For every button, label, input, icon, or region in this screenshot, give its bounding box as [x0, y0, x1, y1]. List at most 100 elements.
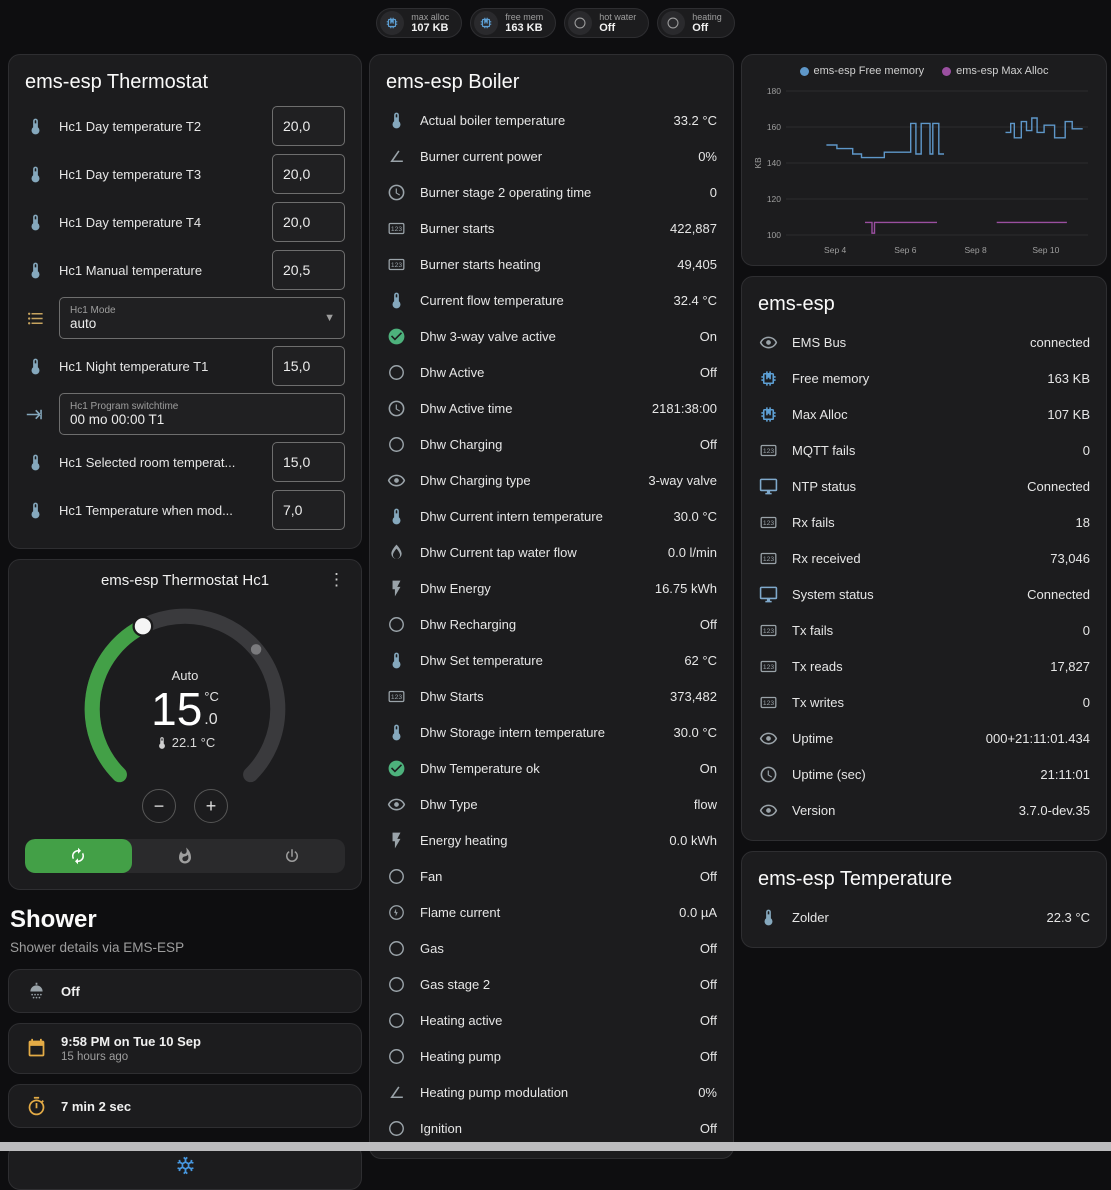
entity-row[interactable]: Dhw Temperature ok On: [386, 750, 717, 786]
ems-esp-card: ems-esp EMS Bus connected Free memory 16…: [741, 276, 1107, 841]
number-input[interactable]: 20,0: [272, 106, 345, 146]
boiler-card: ems-esp Boiler Actual boiler temperature…: [369, 54, 734, 1159]
entity-row[interactable]: Current flow temperature 32.4 °C: [386, 282, 717, 318]
entity-row[interactable]: Dhw Charging type 3-way valve: [386, 462, 717, 498]
entity-row[interactable]: Dhw Set temperature 62 °C: [386, 642, 717, 678]
entity-row[interactable]: NTP status Connected: [758, 468, 1090, 504]
badge[interactable]: heating Off: [657, 8, 735, 38]
number-input[interactable]: 20,0: [272, 202, 345, 242]
entity-row[interactable]: 123 Rx fails 18: [758, 504, 1090, 540]
entity-row[interactable]: Version 3.7.0-dev.35: [758, 792, 1090, 828]
entity-row[interactable]: Dhw Type flow: [386, 786, 717, 822]
history-chart[interactable]: 100 120 140 160 180 Sep 4 Sep 6 Sep 8 Sep 10 KB: [752, 79, 1096, 259]
entity-row[interactable]: System status Connected: [758, 576, 1090, 612]
entity-row[interactable]: Burner stage 2 operating time 0: [386, 174, 717, 210]
entity-row[interactable]: Energy heating 0.0 kWh: [386, 822, 717, 858]
entity-row[interactable]: Uptime (sec) 21:11:01: [758, 756, 1090, 792]
entity-row[interactable]: Heating pump Off: [386, 1038, 717, 1074]
thermostat-dial[interactable]: Auto 15 °C .0 22.1 °C: [69, 593, 301, 825]
program-switchtime-input[interactable]: Hc1 Program switchtime 00 mo 00:00 T1: [59, 393, 345, 435]
shower-duration-card[interactable]: 7 min 2 sec: [8, 1084, 362, 1128]
svg-text:Sep 8: Sep 8: [965, 245, 987, 255]
entity-row[interactable]: Burner current power 0%: [386, 138, 717, 174]
entity-row[interactable]: Gas Off: [386, 930, 717, 966]
badge[interactable]: free mem 163 KB: [470, 8, 557, 38]
mode-off-button[interactable]: [238, 839, 345, 873]
svg-text:123: 123: [762, 664, 773, 671]
entity-label: Gas: [420, 940, 444, 956]
mode-auto-button[interactable]: [25, 839, 132, 873]
entity-value: Off: [699, 364, 717, 380]
entity-row[interactable]: 123 Burner starts heating 49,405: [386, 246, 717, 282]
select-label: Hc1 Mode: [70, 305, 116, 316]
entity-row[interactable]: Max Alloc 107 KB: [758, 396, 1090, 432]
entity-row[interactable]: Dhw Active Off: [386, 354, 717, 390]
entity-label: Fan: [420, 868, 443, 884]
entity-row[interactable]: Dhw Charging Off: [386, 426, 717, 462]
decrease-temp-button[interactable]: −: [142, 789, 176, 823]
entity-row[interactable]: Dhw Recharging Off: [386, 606, 717, 642]
number-input[interactable]: 20,0: [272, 154, 345, 194]
legend-item[interactable]: ems-esp Max Alloc: [942, 65, 1048, 77]
entity-icon: [386, 542, 406, 562]
entity-icon: [386, 1082, 406, 1102]
entity-row[interactable]: Dhw Active time 2181:38:00: [386, 390, 717, 426]
entity-value: Off: [699, 1012, 717, 1028]
mode-select[interactable]: Hc1 Mode auto ▼: [59, 297, 345, 339]
entity-icon: 123: [758, 512, 778, 532]
entity-row[interactable]: Heating active Off: [386, 1002, 717, 1038]
number-input[interactable]: 15,0: [272, 442, 345, 482]
badge-icon: [568, 11, 593, 35]
entity-label: Dhw Type: [420, 796, 478, 812]
entity-icon: [386, 866, 406, 886]
select-value: auto: [70, 316, 97, 331]
entity-row[interactable]: Zolder 22.3 °C: [758, 899, 1090, 935]
entity-label: MQTT fails: [792, 442, 856, 458]
entity-row[interactable]: 123 MQTT fails 0: [758, 432, 1090, 468]
badge-label: free mem: [505, 11, 544, 22]
entity-row[interactable]: 123 Burner starts 422,887: [386, 210, 717, 246]
mode-heat-button[interactable]: [132, 839, 239, 873]
entity-row[interactable]: 123 Rx received 73,046: [758, 540, 1090, 576]
entity-row[interactable]: 123 Tx fails 0: [758, 612, 1090, 648]
shower-state-card[interactable]: Off: [8, 969, 362, 1013]
entity-row[interactable]: Dhw Energy 16.75 kWh: [386, 570, 717, 606]
entity-icon: [386, 362, 406, 382]
entity-row[interactable]: Heating pump modulation 0%: [386, 1074, 717, 1110]
entity-row[interactable]: Gas stage 2 Off: [386, 966, 717, 1002]
increase-temp-button[interactable]: +: [194, 789, 228, 823]
more-menu-icon[interactable]: ⋮: [328, 570, 345, 589]
entity-value: Off: [699, 940, 717, 956]
shower-last-card[interactable]: 9:58 PM on Tue 10 Sep 15 hours ago: [8, 1023, 362, 1074]
entity-row[interactable]: Dhw Current intern temperature 30.0 °C: [386, 498, 717, 534]
thermometer-icon: [25, 452, 45, 472]
current-temperature: 22.1 °C: [155, 735, 215, 750]
entity-row[interactable]: 123 Dhw Starts 373,482: [386, 678, 717, 714]
number-input[interactable]: 20,5: [272, 250, 345, 290]
entity-row[interactable]: EMS Bus connected: [758, 324, 1090, 360]
entity-row[interactable]: Ignition Off: [386, 1110, 717, 1146]
svg-text:100: 100: [767, 230, 781, 240]
number-input[interactable]: 7,0: [272, 490, 345, 530]
entity-row[interactable]: Flame current 0.0 µA: [386, 894, 717, 930]
badge[interactable]: hot water Off: [564, 8, 650, 38]
badge-value: Off: [692, 21, 709, 34]
entity-row[interactable]: Dhw Current tap water flow 0.0 l/min: [386, 534, 717, 570]
legend-item[interactable]: ems-esp Free memory: [799, 65, 924, 77]
entity-row[interactable]: 123 Tx reads 17,827: [758, 648, 1090, 684]
badge[interactable]: max alloc 107 KB: [376, 8, 463, 38]
entity-row[interactable]: Free memory 163 KB: [758, 360, 1090, 396]
entity-row[interactable]: Dhw 3-way valve active On: [386, 318, 717, 354]
entity-row[interactable]: Actual boiler temperature 33.2 °C: [386, 102, 717, 138]
entity-row[interactable]: 123 Tx writes 0: [758, 684, 1090, 720]
entity-row[interactable]: Dhw Storage intern temperature 30.0 °C: [386, 714, 717, 750]
entity-label: Rx received: [792, 550, 861, 566]
number-input[interactable]: 15,0: [272, 346, 345, 386]
field-label: Hc1 Program switchtime: [70, 401, 179, 412]
entity-icon: [386, 434, 406, 454]
entity-row[interactable]: Fan Off: [386, 858, 717, 894]
calendar-icon: [25, 1038, 47, 1060]
entity-row[interactable]: Uptime 000+21:11:01.434: [758, 720, 1090, 756]
entity-icon: [386, 290, 406, 310]
horizontal-scrollbar[interactable]: [0, 1142, 1111, 1151]
